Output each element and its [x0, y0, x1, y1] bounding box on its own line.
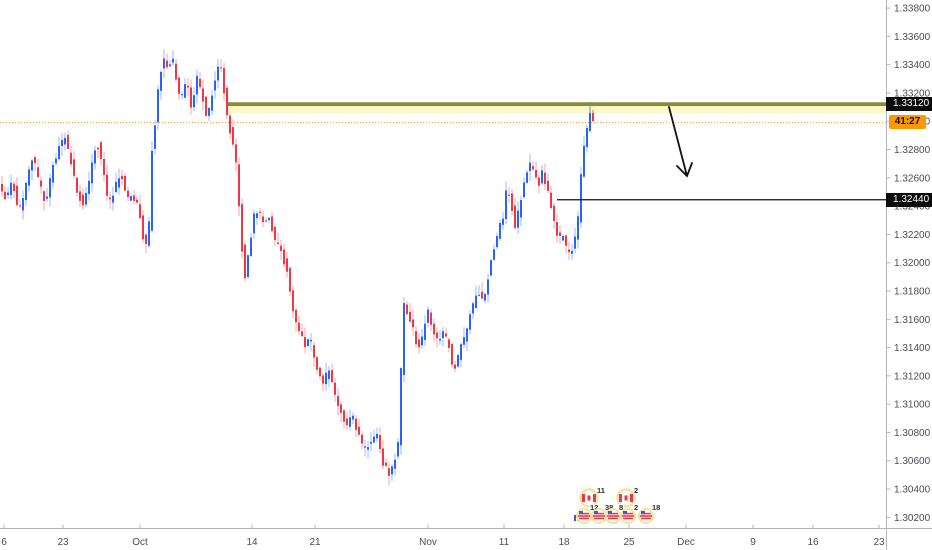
resistance-zone-drawing[interactable] — [228, 102, 887, 114]
svg-text:1.33200: 1.33200 — [894, 88, 931, 99]
svg-text:1.32400: 1.32400 — [894, 202, 931, 213]
svg-text:9: 9 — [750, 537, 756, 548]
svg-text:1.30200: 1.30200 — [894, 513, 931, 524]
candlestick-series — [1, 49, 594, 486]
svg-text:Nov: Nov — [419, 537, 437, 548]
svg-text:1.31200: 1.31200 — [894, 371, 931, 382]
svg-text:6: 6 — [1, 537, 7, 548]
svg-text:16: 16 — [807, 537, 819, 548]
svg-text:2: 2 — [634, 503, 638, 512]
svg-text:1.31000: 1.31000 — [894, 400, 931, 411]
price-axis[interactable]: 1.338001.336001.334001.332001.330001.328… — [886, 0, 931, 550]
svg-text:1.30400: 1.30400 — [894, 485, 931, 496]
svg-text:12: 12 — [590, 503, 598, 512]
svg-text:8: 8 — [619, 503, 623, 512]
svg-text:14: 14 — [246, 537, 258, 548]
svg-text:1.30600: 1.30600 — [894, 456, 931, 467]
svg-text:23: 23 — [57, 537, 69, 548]
svg-text:2: 2 — [634, 486, 638, 495]
svg-text:Dec: Dec — [677, 537, 695, 548]
countdown-badge: 41:27 — [889, 115, 926, 129]
svg-text:1.31400: 1.31400 — [894, 343, 931, 354]
svg-text:1.31600: 1.31600 — [894, 315, 931, 326]
svg-text:1.32600: 1.32600 — [894, 173, 931, 184]
svg-text:38: 38 — [605, 503, 613, 512]
svg-text:21: 21 — [309, 537, 321, 548]
zone-price-badge: 1.33120 — [886, 97, 932, 111]
svg-text:11: 11 — [597, 486, 605, 495]
svg-text:18: 18 — [652, 503, 660, 512]
svg-text:1.33400: 1.33400 — [894, 60, 931, 71]
svg-text:1.32000: 1.32000 — [894, 258, 931, 269]
svg-text:18: 18 — [558, 537, 570, 548]
svg-text:1.32800: 1.32800 — [894, 145, 931, 156]
time-axis[interactable]: 6 23 Oct 14 21 Nov 11 18 25 Dec 9 16 23 — [0, 524, 932, 549]
svg-text:1.30800: 1.30800 — [894, 428, 931, 439]
svg-text:1.33800: 1.33800 — [894, 4, 931, 15]
line-price-badge: 1.32440 — [886, 193, 932, 207]
svg-text:1.32200: 1.32200 — [894, 230, 931, 241]
arrow-annotation[interactable] — [668, 106, 693, 178]
svg-text:23: 23 — [873, 537, 885, 548]
svg-text:1.31800: 1.31800 — [894, 286, 931, 297]
economic-event-markers[interactable]: 11 2 12 38 8 2 18 — [574, 485, 661, 524]
svg-text:1.33600: 1.33600 — [894, 32, 931, 43]
svg-text:11: 11 — [499, 537, 510, 548]
svg-text:25: 25 — [623, 537, 635, 548]
svg-text:Oct: Oct — [132, 537, 148, 548]
